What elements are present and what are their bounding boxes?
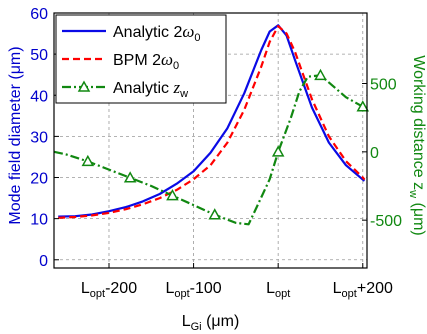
y-left-tick-label: 60: [30, 6, 48, 23]
x-tick-label: Lopt-100: [165, 280, 221, 300]
y-left-tick-label: 40: [30, 88, 48, 105]
series-line-3: [53, 74, 366, 226]
zw-marker: [208, 208, 222, 220]
y-right-axis-title: Working distance zw (μm): [407, 55, 427, 235]
zw-marker: [81, 154, 95, 167]
y-right-tick-label: -500: [370, 213, 402, 230]
y-left-tick-label: 50: [30, 47, 48, 64]
zw-marker: [314, 68, 327, 81]
y-right-tick-label: 500: [370, 77, 397, 94]
y-left-tick-label: 10: [30, 212, 48, 229]
legend-marker: [77, 80, 91, 92]
y-right-tick-label: 0: [370, 145, 379, 162]
legend-label-2: BPM 2ω0: [113, 50, 179, 72]
zw-marker: [166, 189, 179, 201]
y-left-tick-label: 20: [30, 171, 48, 188]
x-tick-label: Lopt-200: [81, 280, 137, 300]
legend: Analytic 2ω0 BPM 2ω0 Analytic zw: [55, 14, 227, 104]
series-line-1: [58, 24, 366, 218]
x-tick-label: Lopt+200: [333, 280, 393, 300]
legend-label-1: Analytic 2ω0: [113, 22, 201, 44]
y-left-tick-label: 30: [30, 129, 48, 146]
axis-titles: LGi (μm) Mode field diameter (μm) Working …: [7, 46, 427, 333]
zw-marker: [271, 145, 285, 157]
zw-marker: [123, 171, 137, 183]
tick-labels: 0 10 20 30 40 50 60 -500 0 500 Lopt-200 Lopt-100 Lop…: [30, 6, 402, 300]
y-left-axis-title: Mode field diameter (μm): [7, 46, 24, 224]
plot-frame: [53, 12, 368, 269]
series-layer: [53, 24, 370, 226]
series-line-2: [58, 25, 366, 219]
zw-marker: [356, 100, 370, 112]
y-left-tick-label: 0: [39, 253, 48, 270]
x-axis-title: LGi (μm): [182, 313, 240, 333]
legend-label-3: Analytic zw: [113, 78, 188, 100]
x-tick-label: Lopt: [266, 280, 290, 300]
